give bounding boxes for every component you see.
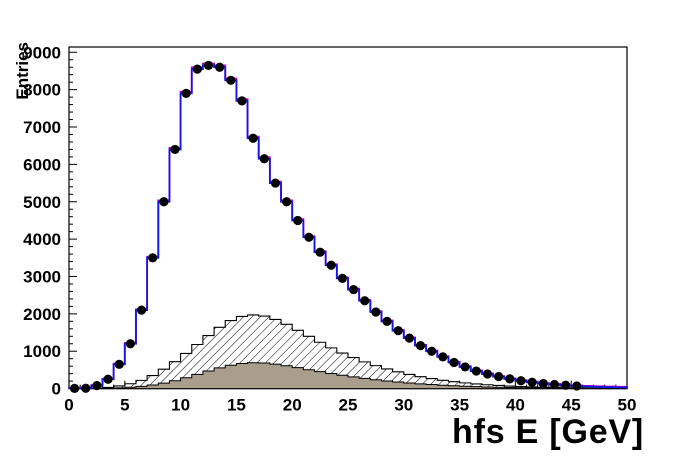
svg-text:5: 5 [120,396,129,415]
svg-text:3000: 3000 [23,267,61,286]
svg-text:35: 35 [450,396,469,415]
svg-text:2000: 2000 [23,305,61,324]
svg-text:15: 15 [227,396,246,415]
svg-text:0: 0 [64,396,73,415]
svg-text:5000: 5000 [23,193,61,212]
svg-text:40: 40 [506,396,525,415]
svg-text:50: 50 [618,396,637,415]
svg-text:6000: 6000 [23,155,61,174]
svg-text:30: 30 [394,396,413,415]
svg-text:45: 45 [562,396,581,415]
svg-text:20: 20 [283,396,302,415]
svg-text:7000: 7000 [23,118,61,137]
svg-text:4000: 4000 [23,230,61,249]
svg-text:10: 10 [171,396,190,415]
svg-text:1000: 1000 [23,342,61,361]
svg-text:0: 0 [52,380,61,399]
svg-text:25: 25 [339,396,358,415]
